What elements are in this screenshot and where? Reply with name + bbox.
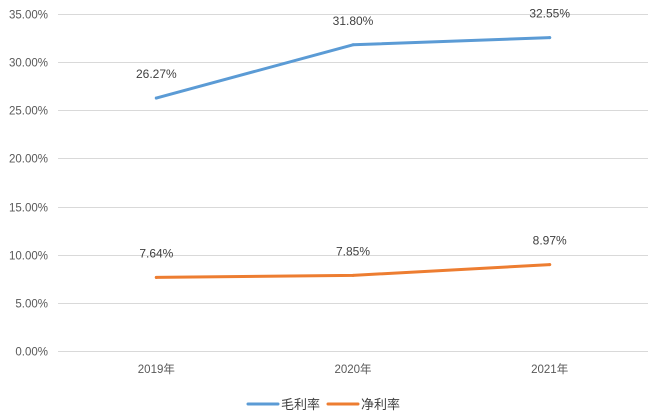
y-tick-label: 35.00%: [9, 10, 48, 22]
y-tick-label: 15.00%: [9, 203, 48, 215]
y-axis: 0.00% 5.00% 10.00% 15.00% 20.00% 25.00% 30.00%…: [9, 10, 48, 359]
legend-label: 净利率: [361, 397, 400, 413]
data-point: [548, 36, 552, 40]
y-tick-label: 30.00%: [9, 58, 48, 70]
data-label: 32.55%: [529, 7, 570, 21]
data-label: 7.64%: [139, 246, 173, 260]
y-tick-label: 20.00%: [9, 154, 48, 166]
data-point: [154, 96, 158, 100]
data-labels: 26.27% 31.80% 32.55% 7.64% 7.85% 8.97%: [136, 7, 570, 261]
data-label: 31.80%: [333, 14, 374, 28]
y-tick-label: 0.00%: [15, 347, 48, 359]
series-layer: [154, 36, 552, 279]
data-point: [351, 43, 355, 47]
data-label: 7.85%: [336, 244, 370, 258]
x-axis: 2019年 2020年 2021年: [138, 362, 568, 376]
legend-label: 毛利率: [281, 397, 320, 413]
data-point: [548, 263, 552, 267]
x-tick-label: 2020年: [334, 362, 371, 376]
legend: 毛利率 净利率: [246, 397, 400, 413]
data-point: [154, 275, 158, 279]
x-tick-label: 2019年: [138, 362, 175, 376]
x-tick-label: 2021年: [531, 362, 568, 376]
grid-layer: [58, 14, 648, 352]
y-tick-label: 10.00%: [9, 251, 48, 263]
y-tick-label: 25.00%: [9, 106, 48, 118]
data-label: 26.27%: [136, 67, 177, 81]
y-tick-label: 5.00%: [15, 299, 48, 311]
series-line-1: [154, 36, 552, 100]
data-point: [351, 273, 355, 277]
data-label: 8.97%: [533, 234, 567, 248]
